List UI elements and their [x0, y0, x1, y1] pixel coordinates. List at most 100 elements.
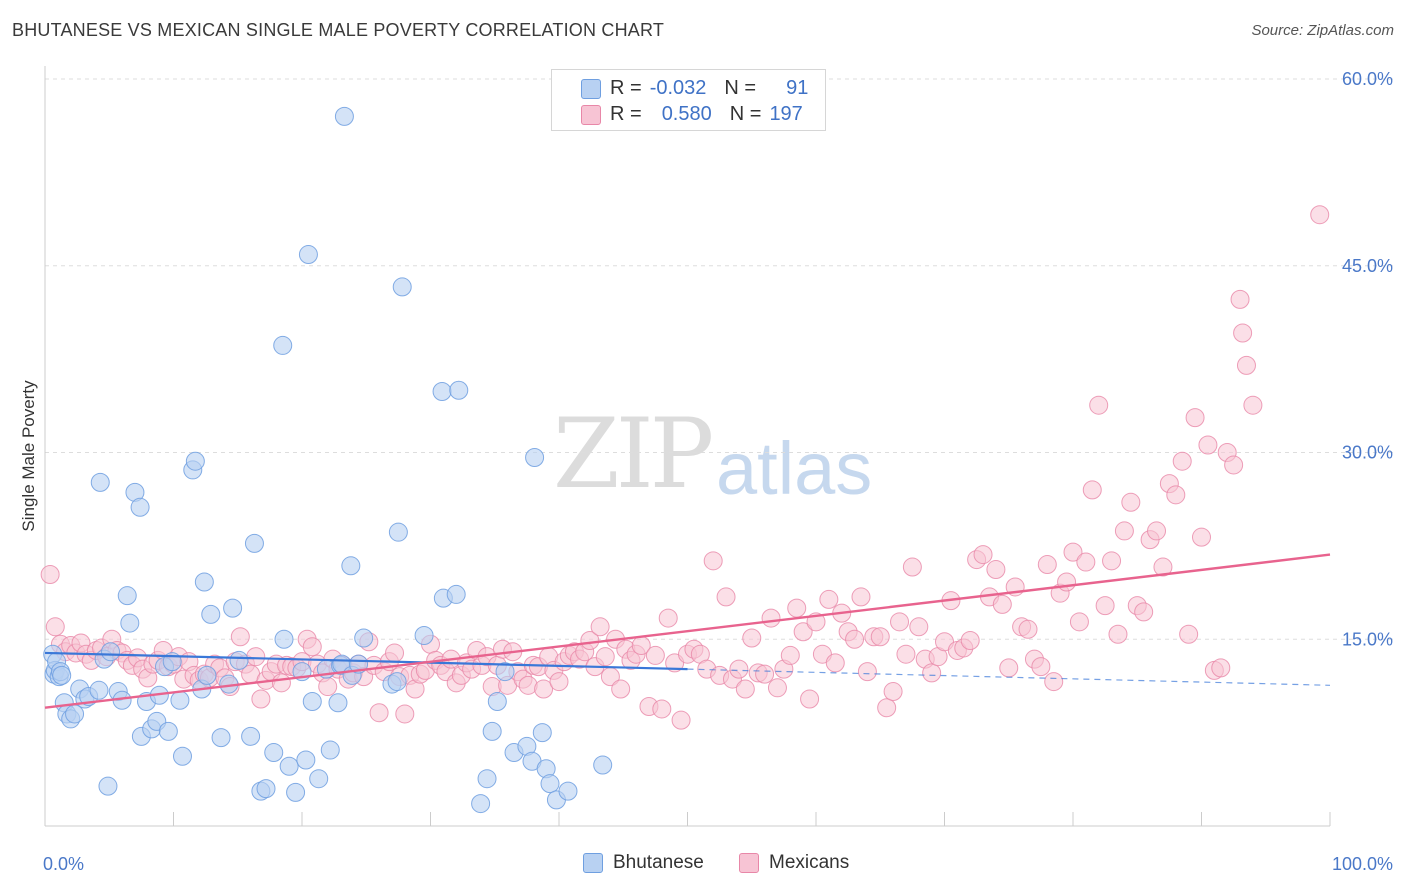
mexican-point: [385, 643, 405, 663]
mexican-point: [896, 644, 916, 664]
mexican-swatch: [739, 853, 759, 873]
bhutanese-point: [65, 704, 85, 724]
mexican-point: [1310, 205, 1330, 225]
mexican-point: [767, 678, 787, 698]
bhutanese-point: [449, 380, 469, 400]
bhutanese-point: [89, 680, 109, 700]
bhutanese-point: [388, 522, 408, 542]
bhutanese-point: [296, 750, 316, 770]
mexican-point: [1018, 619, 1038, 639]
mexican-swatch: [581, 105, 601, 125]
mexican-point: [1057, 572, 1077, 592]
mexican-point: [716, 587, 736, 607]
bhutanese-points: [43, 106, 613, 814]
bhutanese-point: [90, 472, 110, 492]
bhutanese-point: [172, 746, 192, 766]
mexican-point: [761, 608, 781, 628]
mexican-point: [1082, 480, 1102, 500]
mexican-point: [1037, 555, 1057, 575]
bhutanese-trend-extension: [687, 668, 1331, 686]
x-tick-labels: 0.0% 100.0%: [43, 854, 1393, 874]
bhutanese-point: [244, 533, 264, 553]
mexican-point: [787, 598, 807, 618]
mexican-point: [1121, 492, 1141, 512]
mexican-point: [1243, 395, 1263, 415]
mexican-point: [246, 647, 266, 667]
mexican-point: [549, 672, 569, 692]
bhutanese-point: [532, 723, 552, 743]
bhutanese-point: [540, 774, 560, 794]
bhutanese-point: [273, 335, 293, 355]
bhutanese-point: [241, 726, 261, 746]
bhutanese-point: [194, 572, 214, 592]
n-label: N =: [729, 102, 762, 125]
r-label: R =: [610, 102, 642, 125]
y-tick-label: 60.0%: [1342, 69, 1393, 89]
mexican-point: [1192, 527, 1211, 547]
mexican-point: [1172, 451, 1192, 471]
bhutanese-point: [264, 743, 284, 763]
mexican-point: [1179, 624, 1199, 644]
bhutanese-point: [256, 779, 276, 799]
mexican-point: [1166, 485, 1186, 505]
mexican-point: [1069, 612, 1089, 632]
mexican-point: [1198, 435, 1218, 455]
bhutanese-point: [229, 650, 249, 670]
watermark-zip: ZIP: [553, 398, 714, 510]
mexican-point: [1114, 521, 1134, 541]
mexican-point: [1233, 323, 1253, 343]
bhutanese-point: [120, 613, 140, 633]
mexican-point: [1230, 289, 1250, 309]
mexican-point: [1031, 657, 1051, 677]
x-tick-label: 0.0%: [43, 854, 84, 874]
mexican-trend-line: [44, 553, 1331, 709]
mexican-point: [1108, 624, 1128, 644]
bhutanese-point: [387, 672, 407, 692]
bhutanese-point: [211, 728, 231, 748]
bhutanese-point: [274, 629, 294, 649]
bhutanese-point: [558, 781, 578, 801]
n-value: 91: [786, 76, 809, 99]
bhutanese-point: [197, 665, 217, 685]
mexican-point: [251, 689, 271, 709]
legend-label: Bhutanese: [613, 852, 704, 873]
mexican-point: [1147, 521, 1167, 541]
mexican-point: [580, 630, 600, 650]
legend-row-bhutanese: R = -0.032 N = 91: [610, 76, 808, 100]
mexican-point: [780, 645, 800, 665]
mexican-point: [877, 698, 897, 718]
y-axis-label: Single Male Poverty: [19, 380, 38, 532]
mexican-point: [819, 589, 839, 609]
mexican-point: [857, 662, 877, 682]
mexican-point: [645, 645, 665, 665]
bhutanese-point: [279, 756, 299, 776]
mexican-point: [992, 594, 1012, 614]
mexican-point: [729, 659, 749, 679]
legend-label: Mexicans: [769, 852, 850, 873]
mexican-point: [590, 617, 610, 637]
mexican-point: [922, 663, 942, 683]
bhutanese-point: [185, 451, 205, 471]
y-tick-labels: 15.0% 30.0% 45.0% 60.0%: [1342, 69, 1393, 649]
bhutanese-point: [354, 628, 374, 648]
mexican-point: [230, 627, 250, 647]
r-value: -0.032: [649, 76, 707, 99]
legend-item-mexicans: Mexicans: [739, 852, 849, 874]
mexican-point: [909, 617, 929, 637]
mexican-point: [1089, 395, 1109, 415]
mexican-point: [1236, 355, 1256, 375]
mexican-point: [1076, 552, 1096, 572]
bhutanese-point: [341, 556, 361, 576]
bhutanese-point: [471, 794, 491, 814]
bhutanese-point: [432, 381, 452, 401]
source-label: Source: ZipAtlas.com: [1251, 22, 1394, 39]
mexican-point: [40, 565, 60, 585]
bhutanese-point: [334, 106, 354, 126]
legend-row-mexicans: R = 0.580 N = 197: [610, 102, 803, 126]
mexican-point: [800, 689, 820, 709]
bhutanese-point: [117, 586, 137, 606]
bhutanese-trend-line: [44, 651, 688, 671]
mexican-point: [851, 587, 871, 607]
mexican-point: [973, 545, 993, 565]
